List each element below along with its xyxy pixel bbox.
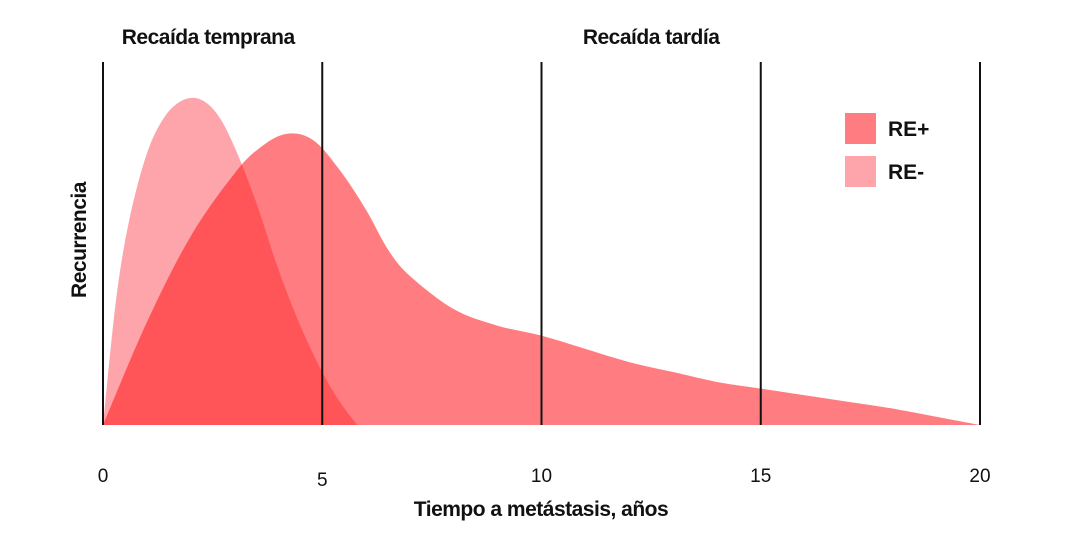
boundary-lines — [102, 62, 981, 425]
legend: RE+ RE- — [845, 113, 929, 187]
x-tick-15: 15 — [750, 466, 771, 487]
legend-label-re-minus: RE- — [888, 161, 924, 184]
x-tick-labels: 0 5 10 15 20 — [98, 466, 991, 491]
y-axis-label: Recurrencia — [68, 181, 91, 298]
region-labels: Recaída temprana Recaída tardía — [122, 26, 721, 49]
x-tick-10: 10 — [531, 466, 552, 487]
legend-swatch-re-plus — [845, 113, 876, 144]
x-axis-label: Tiempo a metástasis, años — [414, 498, 668, 521]
x-tick-0: 0 — [98, 466, 109, 487]
x-tick-20: 20 — [969, 466, 990, 487]
region-label-0: Recaída temprana — [122, 26, 296, 49]
region-label-1: Recaída tardía — [583, 26, 720, 49]
legend-label-re-plus: RE+ — [888, 118, 929, 141]
legend-swatch-re-minus — [845, 156, 876, 187]
x-tick-5: 5 — [317, 470, 328, 491]
